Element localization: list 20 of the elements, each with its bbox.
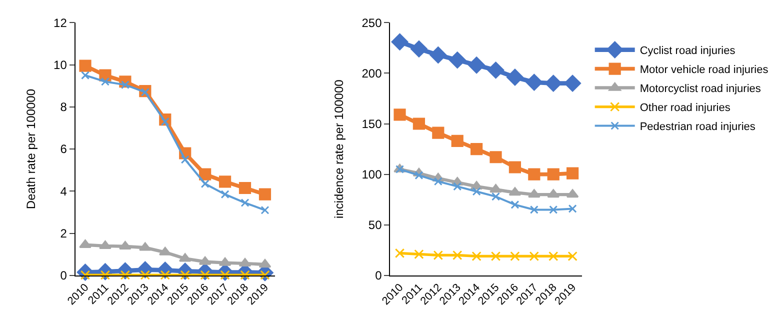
legend-label: Cyclist road injuries [640,45,736,58]
y-tick-label: 200 [362,66,382,80]
y-tick-label: 4 [60,184,68,198]
legend-label: Other road injuries [640,102,731,114]
y-tick-label: 100 [362,168,382,182]
y-tick-label: 0 [60,268,68,283]
y-tick-label: 0 [375,268,382,283]
y-tick-label: 12 [54,16,68,30]
legend-label: Motorcyclist road injuries [640,83,762,96]
y-tick-label: 8 [60,100,68,114]
y-tick-label: 6 [60,142,68,156]
y-axis-title: Death rate per 100000 [24,88,38,210]
legend-label: Pedestrian road injuries [640,121,756,134]
y-tick-label: 250 [362,16,382,30]
y-tick-label: 50 [368,218,382,232]
y-tick-label: 150 [362,116,382,131]
y-tick-label: 10 [54,58,68,72]
y-tick-label: 2 [60,226,68,241]
legend-label: Motor vehicle road injuries [640,64,769,76]
y-axis-title: incidence rate per 100000 [332,79,346,218]
